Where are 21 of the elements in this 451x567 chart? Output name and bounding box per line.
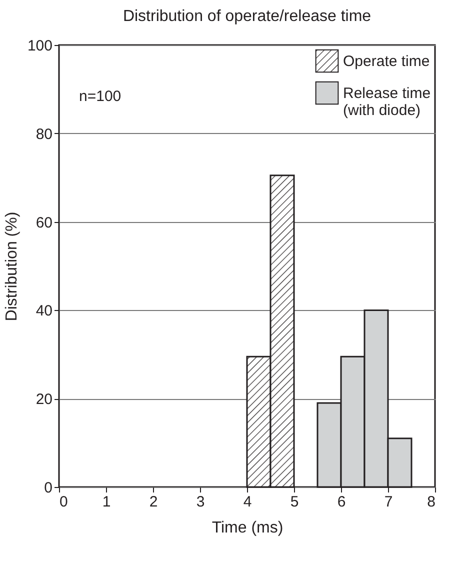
y-axis-title: Distribution (%) (3, 212, 20, 322)
chart-title: Distribution of operate/release time (122, 8, 372, 25)
x-axis-title: Time (ms) (212, 520, 284, 536)
x-tick-label: 8 (427, 494, 436, 510)
x-tick-label: 5 (290, 494, 299, 510)
x-tick-label: 0 (60, 494, 68, 510)
y-tick-label: 20 (36, 391, 52, 408)
x-tick-label: 3 (196, 494, 205, 510)
x-tick-label: 7 (384, 494, 393, 510)
legend-label: Operate time (343, 53, 430, 70)
y-tick-label: 60 (36, 214, 52, 232)
y-tick-label: 0 (44, 480, 52, 496)
y-tick-label: 80 (36, 126, 52, 143)
x-tick-label: 2 (149, 494, 158, 510)
legend-label: Release time (with diode) (343, 85, 431, 119)
x-tick-label: 4 (243, 494, 252, 510)
annotation: n=100 (79, 88, 122, 105)
y-tick-label: 40 (36, 302, 52, 320)
x-tick-label: 1 (102, 494, 111, 510)
y-tick-label: 100 (27, 38, 52, 54)
x-tick-label: 6 (337, 494, 346, 510)
